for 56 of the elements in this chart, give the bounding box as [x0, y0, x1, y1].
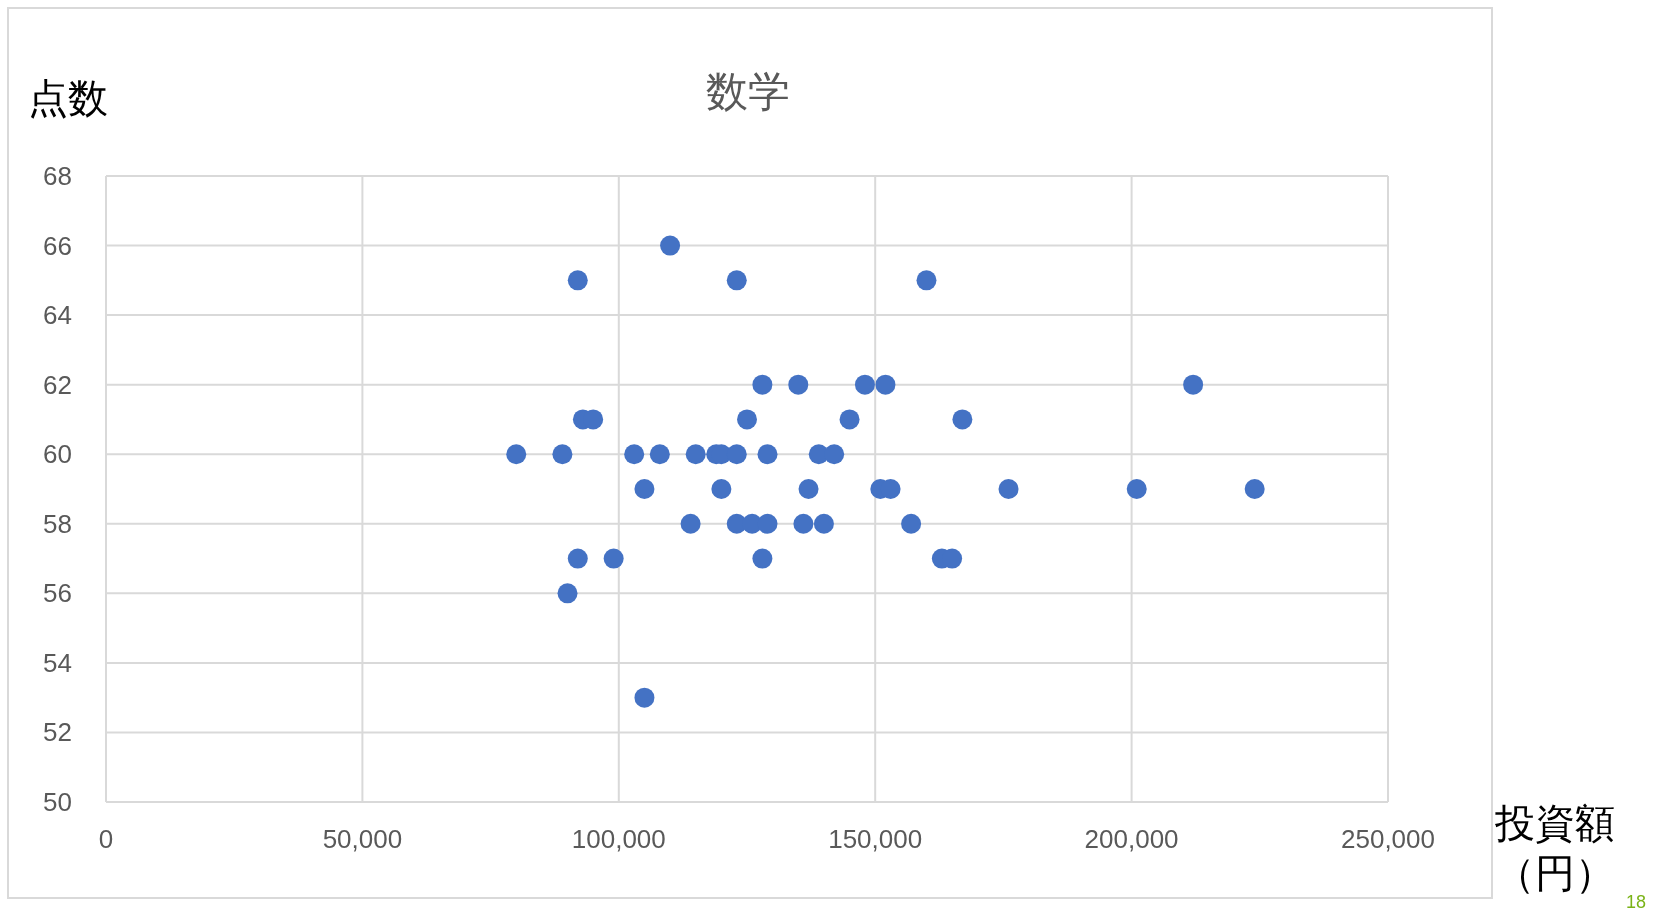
y-tick-label: 62: [43, 369, 72, 400]
point: [552, 444, 573, 465]
point: [998, 479, 1019, 499]
y-tick-label: 68: [43, 161, 72, 191]
y-tick-label: 52: [43, 717, 72, 748]
point: [634, 687, 655, 708]
point: [660, 235, 681, 256]
point: [567, 270, 588, 291]
point: [901, 513, 922, 534]
point: [603, 548, 624, 569]
point: [624, 444, 645, 465]
point: [634, 479, 655, 499]
point: [567, 548, 588, 569]
x-tick-label: 200,000: [1084, 824, 1179, 854]
point: [757, 513, 778, 534]
point: [916, 270, 937, 291]
point: [726, 270, 747, 291]
y-tick-label: 54: [43, 647, 72, 678]
point: [793, 513, 814, 534]
point: [557, 583, 578, 604]
text: 18: [1625, 892, 1647, 912]
point: [798, 479, 819, 499]
point: [649, 444, 670, 465]
point: [506, 444, 527, 465]
point: [788, 374, 809, 395]
y-tick-label: 66: [43, 230, 72, 261]
point: [680, 513, 701, 534]
y-tick-label: 60: [43, 439, 72, 470]
point: [952, 409, 973, 430]
point: [813, 513, 834, 534]
y-tick-label: 64: [43, 300, 72, 331]
x-tick-label: 150,000: [828, 824, 923, 854]
point: [1126, 479, 1147, 499]
point: [726, 444, 747, 465]
point: [685, 444, 706, 465]
y-axis-title: 点数: [28, 76, 108, 120]
point: [752, 548, 773, 569]
point: [1244, 479, 1265, 499]
x-tick-label: 250,000: [1341, 824, 1435, 854]
point: [854, 374, 875, 395]
point: [824, 444, 845, 465]
y-tick-label: 56: [43, 578, 72, 609]
point: [711, 479, 732, 499]
point: [737, 409, 757, 430]
x-axis-title: 投資額（円）: [1494, 800, 1616, 897]
point: [1183, 374, 1204, 395]
point: [875, 374, 896, 395]
chart-title: 数学: [706, 68, 790, 115]
x-tick-label: 50,000: [322, 824, 403, 854]
x-tick-label: 100,000: [571, 824, 666, 854]
y-tick-label: 50: [43, 787, 72, 817]
point: [752, 374, 773, 395]
y-tick-label: 58: [43, 508, 72, 539]
x-tick-label: 0: [98, 824, 114, 854]
point: [839, 409, 860, 430]
point: [757, 444, 778, 465]
